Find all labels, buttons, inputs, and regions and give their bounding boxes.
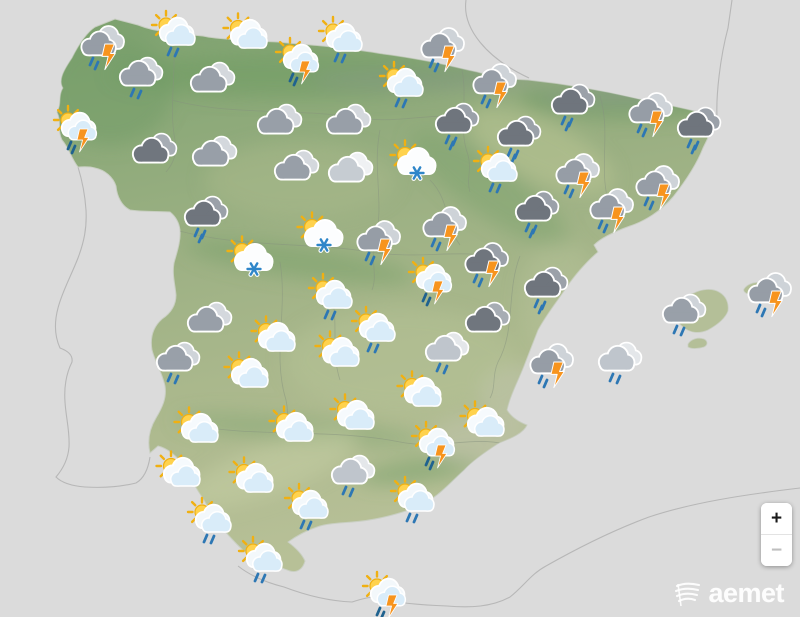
portugal-coastline (55, 166, 151, 488)
aemet-flag-icon (675, 582, 701, 606)
africa-coastline (237, 487, 800, 608)
france-mediterranean-coast (716, 0, 733, 118)
zoom-out-button[interactable]: − (761, 535, 792, 566)
zoom-control-divider (761, 534, 792, 535)
aemet-logo: aemet (673, 578, 784, 609)
foreign-coastlines (55, 0, 800, 608)
zoom-in-button[interactable]: + (761, 503, 792, 534)
aemet-logo-text: aemet (708, 578, 784, 608)
map-zoom-control: + − (761, 503, 792, 566)
